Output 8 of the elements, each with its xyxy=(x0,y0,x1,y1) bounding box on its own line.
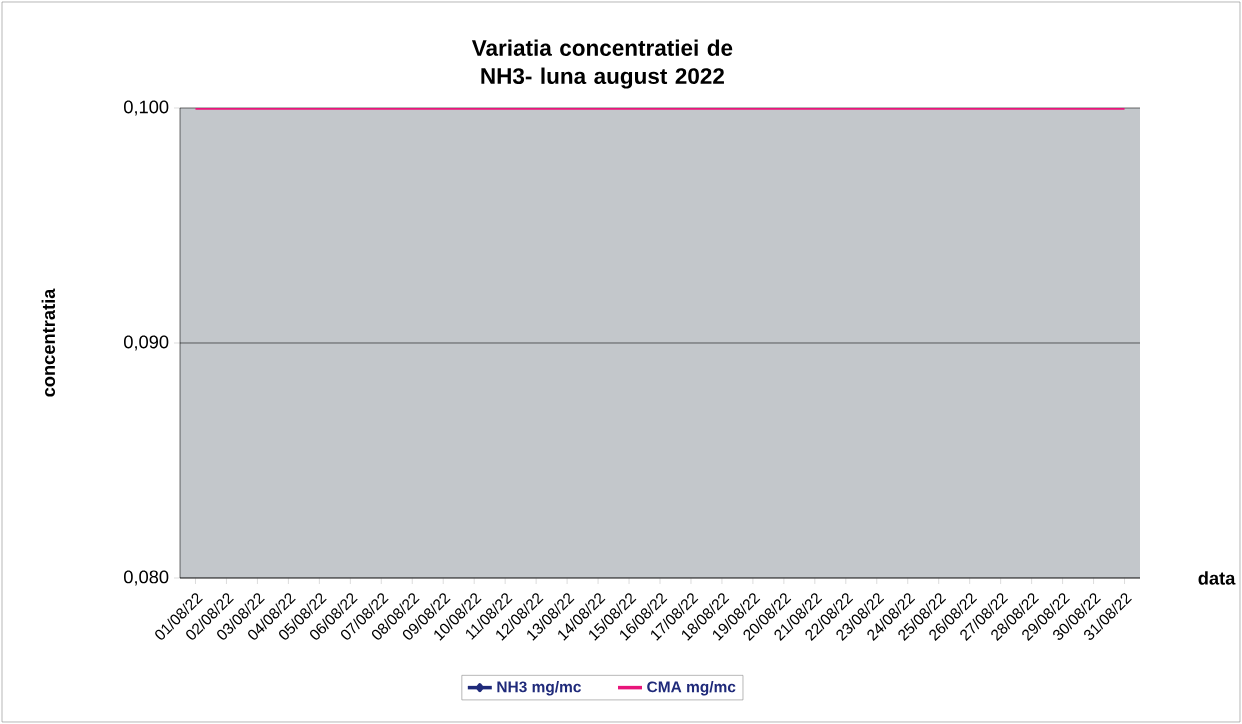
chart-title: Variatia concentratiei de NH3- luna august 2022 xyxy=(471,39,733,89)
legend-label: NH3 mg/mc xyxy=(497,680,581,696)
y-tick-label: 0,080 xyxy=(124,570,169,586)
y-axis-title: concentratia xyxy=(41,288,56,397)
y-tick-label: 0,100 xyxy=(124,100,169,116)
x-axis-title: data xyxy=(1198,571,1236,585)
y-tick-label: 0,090 xyxy=(124,335,169,351)
legend-label: CMA mg/mc xyxy=(647,680,736,696)
